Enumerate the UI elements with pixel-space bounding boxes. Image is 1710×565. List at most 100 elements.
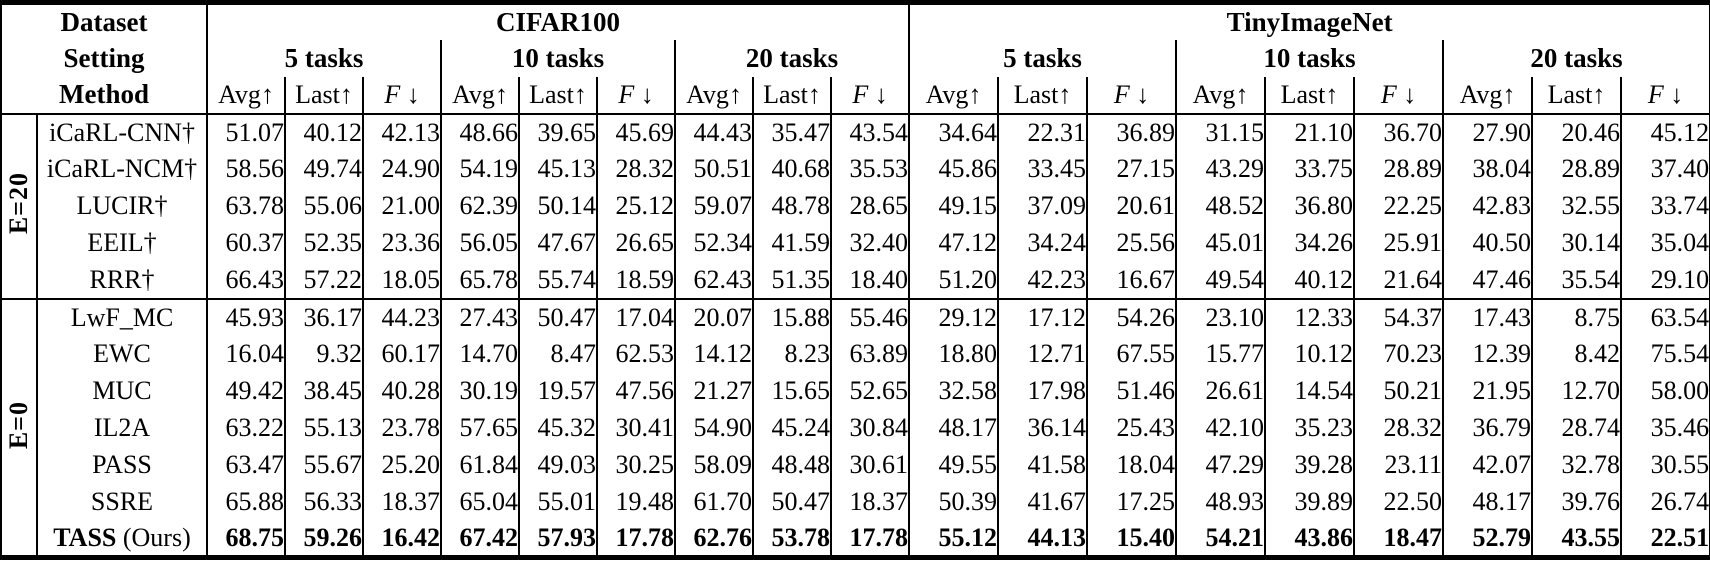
value-cell: 26.61 bbox=[1175, 372, 1267, 410]
value-cell: 33.74 bbox=[1620, 187, 1710, 225]
value-cell: 12.70 bbox=[1531, 372, 1623, 410]
value-cell: 19.48 bbox=[596, 483, 677, 521]
value-cell: 17.78 bbox=[830, 520, 911, 558]
value-cell: 37.09 bbox=[997, 187, 1089, 225]
value-cell: 39.76 bbox=[1531, 483, 1623, 521]
value-cell: 32.78 bbox=[1531, 446, 1623, 484]
value-cell: 28.89 bbox=[1353, 150, 1445, 188]
method-name: PASS bbox=[92, 450, 152, 479]
value-cell: 44.13 bbox=[997, 520, 1089, 558]
up-arrow-icon: ↑ bbox=[260, 79, 274, 109]
method-cell: MUC bbox=[35, 372, 209, 410]
method-name: SSRE bbox=[90, 487, 154, 516]
value-cell: 49.15 bbox=[908, 187, 1000, 225]
value-cell: 35.46 bbox=[1620, 409, 1710, 447]
value-cell: 22.50 bbox=[1353, 483, 1445, 521]
value-cell: 35.04 bbox=[1620, 224, 1710, 262]
value-cell: 30.61 bbox=[830, 446, 911, 484]
table-row: E=20 iCaRL-CNN† 51.07 40.12 42.13 48.66 39.65 4… bbox=[0, 112, 1710, 299]
value-cell: 63.89 bbox=[830, 335, 911, 373]
value-cell: 18.40 bbox=[830, 261, 911, 299]
value-cell: 57.22 bbox=[284, 261, 365, 299]
value-cell: 14.70 bbox=[440, 335, 521, 373]
value-cell: 28.89 bbox=[1531, 150, 1623, 188]
value-cell: 55.12 bbox=[908, 520, 1000, 558]
value-cell: 61.84 bbox=[440, 446, 521, 484]
value-cell: 14.54 bbox=[1264, 372, 1356, 410]
value-cell: 47.46 bbox=[1442, 261, 1534, 299]
value-cell: 62.43 bbox=[674, 261, 755, 299]
value-cell: 48.17 bbox=[908, 409, 1000, 447]
value-cell: 34.26 bbox=[1264, 224, 1356, 262]
value-cell: 24.90 bbox=[362, 150, 443, 188]
value-cell: 49.42 bbox=[206, 372, 287, 410]
metric-header: Avg↑ bbox=[1175, 76, 1267, 114]
value-cell: 42.23 bbox=[997, 261, 1089, 299]
value-cell: 36.17 bbox=[284, 297, 365, 336]
value-cell: 26.65 bbox=[596, 224, 677, 262]
value-cell: 23.11 bbox=[1353, 446, 1445, 484]
value-cell: 32.40 bbox=[830, 224, 911, 262]
method-name: EWC bbox=[93, 339, 151, 368]
table-row: E=0 LwF_MC 45.93 36.17 44.23 27.43 50.47 17.04 2… bbox=[0, 297, 1710, 558]
down-arrow-icon: ↓ bbox=[1403, 79, 1417, 109]
value-cell: 30.25 bbox=[596, 446, 677, 484]
dataset-name: TinyImageNet bbox=[908, 2, 1710, 40]
value-cell: 8.75 bbox=[1531, 297, 1623, 336]
value-cell: 22.25 bbox=[1353, 187, 1445, 225]
group-label: E=0 bbox=[4, 400, 33, 449]
value-cell: 68.75 bbox=[206, 520, 287, 558]
value-cell: 36.80 bbox=[1264, 187, 1356, 225]
down-arrow-icon: ↓ bbox=[640, 79, 654, 109]
metric-header: Avg↑ bbox=[206, 76, 287, 114]
value-cell: 40.12 bbox=[1264, 261, 1356, 299]
value-cell: 16.67 bbox=[1086, 261, 1178, 299]
setting-name: 10 tasks bbox=[440, 39, 677, 77]
value-cell: 67.55 bbox=[1086, 335, 1178, 373]
method-cell: iCaRL-CNN† bbox=[35, 112, 209, 151]
down-arrow-icon: ↓ bbox=[1670, 79, 1684, 109]
value-cell: 61.70 bbox=[674, 483, 755, 521]
value-cell: 16.42 bbox=[362, 520, 443, 558]
metric-header: F ↓ bbox=[1620, 76, 1710, 114]
value-cell: 38.45 bbox=[284, 372, 365, 410]
table-row: IL2A 63.22 55.13 23.78 57.65 45.32 30.41 54.90 4… bbox=[1, 409, 1710, 447]
method-name: LwF_MC bbox=[70, 302, 174, 332]
table-row: PASS 63.47 55.67 25.20 61.84 49.03 30.25 58.09 4… bbox=[1, 446, 1710, 484]
value-cell: 35.53 bbox=[830, 150, 911, 188]
value-cell: 9.32 bbox=[284, 335, 365, 373]
value-cell: 28.32 bbox=[596, 150, 677, 188]
value-cell: 51.07 bbox=[206, 112, 287, 151]
up-arrow-icon: ↑ bbox=[1502, 79, 1516, 109]
value-cell: 63.22 bbox=[206, 409, 287, 447]
value-cell: 44.23 bbox=[362, 297, 443, 336]
dataset-header-label: Dataset bbox=[0, 2, 209, 40]
value-cell: 40.28 bbox=[362, 372, 443, 410]
value-cell: 34.24 bbox=[997, 224, 1089, 262]
value-cell: 59.26 bbox=[284, 520, 365, 558]
method-name: LUCIR† bbox=[76, 191, 168, 220]
value-cell: 41.67 bbox=[997, 483, 1089, 521]
value-cell: 45.24 bbox=[752, 409, 833, 447]
table-row: SSRE 65.88 56.33 18.37 65.04 55.01 19.48 61.70 5… bbox=[1, 483, 1710, 521]
value-cell: 8.47 bbox=[518, 335, 599, 373]
value-cell: 35.54 bbox=[1531, 261, 1623, 299]
value-cell: 48.17 bbox=[1442, 483, 1534, 521]
value-cell: 59.07 bbox=[674, 187, 755, 225]
value-cell: 55.67 bbox=[284, 446, 365, 484]
value-cell: 30.41 bbox=[596, 409, 677, 447]
up-arrow-icon: ↑ bbox=[1592, 79, 1606, 109]
setting-name: 10 tasks bbox=[1175, 39, 1445, 77]
value-cell: 27.15 bbox=[1086, 150, 1178, 188]
value-cell: 8.42 bbox=[1531, 335, 1623, 373]
metric-header: F ↓ bbox=[830, 76, 911, 114]
header-row-setting: Setting 5 tasks 10 tasks 20 tasks 5 tasks 10 … bbox=[0, 39, 1710, 77]
value-cell: 17.04 bbox=[596, 297, 677, 336]
value-cell: 52.79 bbox=[1442, 520, 1534, 558]
up-arrow-icon: ↑ bbox=[494, 79, 508, 109]
value-cell: 52.34 bbox=[674, 224, 755, 262]
metric-header: Avg↑ bbox=[1442, 76, 1534, 114]
value-cell: 44.43 bbox=[674, 112, 755, 151]
value-cell: 55.74 bbox=[518, 261, 599, 299]
value-cell: 66.43 bbox=[206, 261, 287, 299]
